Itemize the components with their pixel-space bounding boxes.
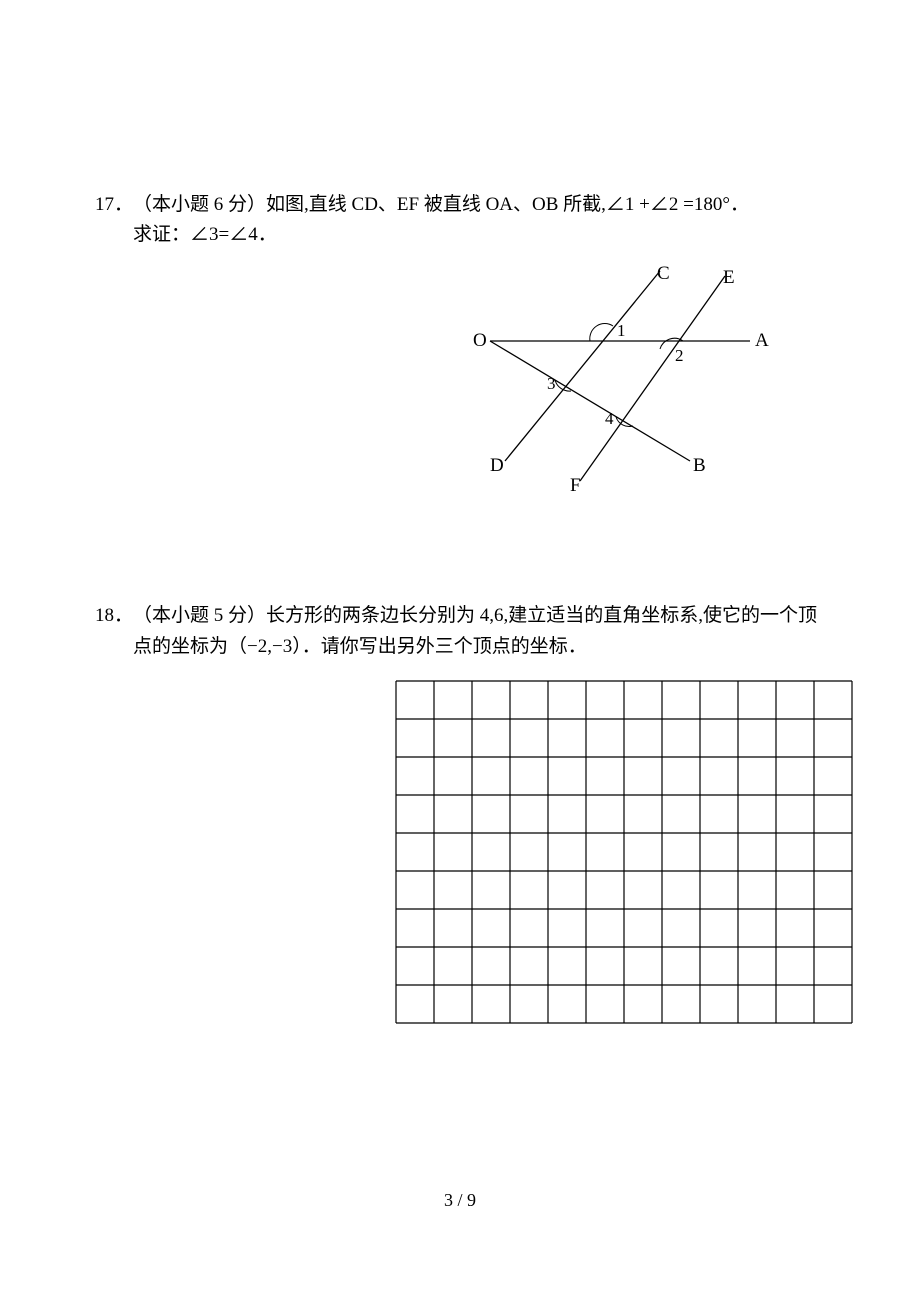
svg-text:D: D [490,455,504,476]
page-content: 17． （本小题 6 分）如图,直线 CD、EF 被直线 OA、OB 所截,∠1… [0,0,920,1034]
svg-text:F: F [570,475,581,491]
problem-18-grid [395,680,825,1034]
problem-18-text: 18． （本小题 5 分）长方形的两条边长分别为 4,6,建立适当的直角坐标系,… [95,601,825,662]
problem-17-line1: （本小题 6 分）如图,直线 CD、EF 被直线 OA、OB 所截,∠1 +∠2… [133,190,825,220]
problem-17-number: 17． [95,190,133,251]
svg-text:E: E [723,267,735,288]
svg-text:3: 3 [547,374,556,393]
problem-18-body: （本小题 5 分）长方形的两条边长分别为 4,6,建立适当的直角坐标系,使它的一… [133,601,825,662]
svg-text:B: B [693,455,706,476]
problem-18-number: 18． [95,601,133,662]
page-number: 3 / 9 [0,1186,920,1215]
problem-17-line2: 求证：∠3=∠4． [133,220,825,250]
problem-17-figure: O A C E D B F 1 2 3 4 [465,261,825,501]
svg-text:A: A [755,330,769,351]
svg-text:2: 2 [675,346,684,365]
problem-17-text: 17． （本小题 6 分）如图,直线 CD、EF 被直线 OA、OB 所截,∠1… [95,190,825,251]
svg-text:4: 4 [605,409,614,428]
spacer [95,541,825,601]
geometry-diagram: O A C E D B F 1 2 3 4 [465,261,775,491]
svg-text:O: O [473,330,487,351]
svg-text:1: 1 [617,321,626,340]
grid-diagram [395,680,853,1024]
problem-18-line1: （本小题 5 分）长方形的两条边长分别为 4,6,建立适当的直角坐标系,使它的一… [133,601,825,662]
problem-17: 17． （本小题 6 分）如图,直线 CD、EF 被直线 OA、OB 所截,∠1… [95,190,825,501]
problem-18: 18． （本小题 5 分）长方形的两条边长分别为 4,6,建立适当的直角坐标系,… [95,601,825,1034]
svg-text:C: C [657,263,670,284]
problem-17-body: （本小题 6 分）如图,直线 CD、EF 被直线 OA、OB 所截,∠1 +∠2… [133,190,825,251]
